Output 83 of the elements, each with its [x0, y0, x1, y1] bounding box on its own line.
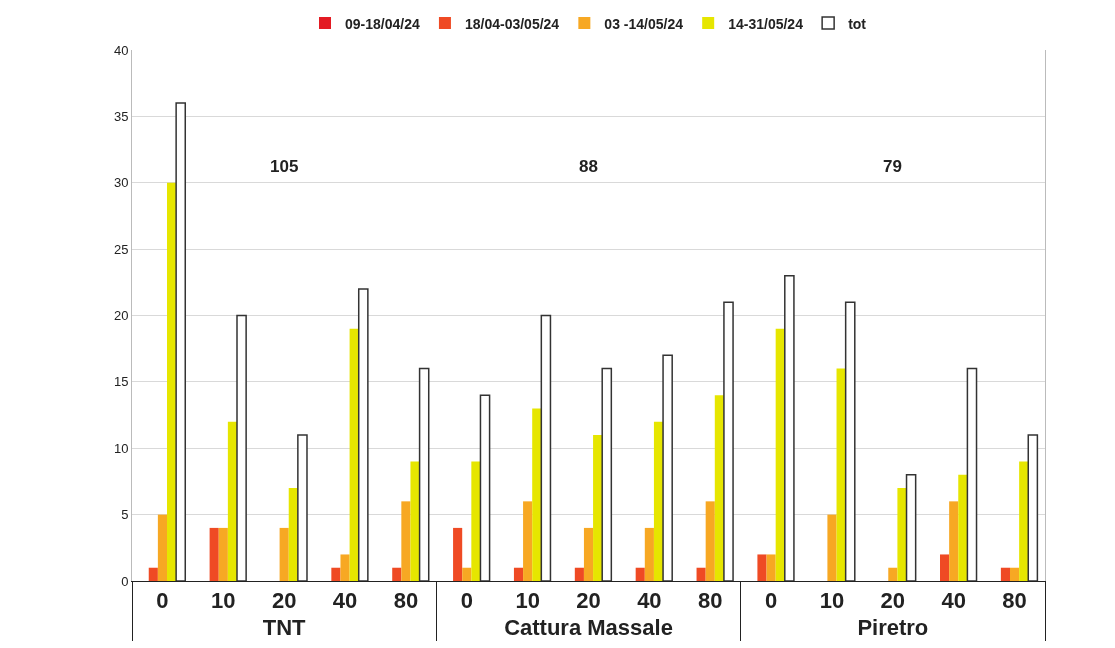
x-tick-label: 80	[697, 588, 723, 614]
x-tick-label: 80	[1002, 588, 1027, 614]
bar	[175, 102, 187, 581]
x-tick-label: 0	[460, 588, 473, 614]
bar	[635, 567, 645, 581]
bar	[705, 501, 715, 581]
bar	[757, 554, 767, 581]
bar	[949, 501, 959, 581]
bar	[148, 567, 158, 581]
bar	[723, 301, 734, 581]
bar	[574, 567, 584, 581]
bar	[966, 367, 978, 581]
bar	[827, 514, 837, 581]
bar	[1019, 461, 1029, 581]
x-tick-label: 20	[271, 588, 297, 614]
bar	[297, 434, 308, 581]
text: TNT	[262, 615, 307, 641]
bar	[279, 527, 289, 581]
bar	[401, 501, 411, 581]
bar	[601, 367, 613, 581]
bar	[1027, 434, 1039, 581]
text: Cattura Massale	[504, 615, 673, 641]
x-tick-label: 10	[515, 588, 540, 614]
bar	[462, 567, 472, 581]
y-tick-label: 10	[113, 440, 129, 456]
bar	[157, 514, 167, 581]
bar	[583, 527, 594, 581]
x-tick-label: 10	[211, 588, 236, 614]
y-tick-label: 15	[113, 374, 129, 390]
bar	[532, 408, 542, 581]
bar	[471, 461, 481, 581]
bar	[1000, 567, 1010, 581]
x-tick-label: 80	[393, 588, 419, 614]
bar	[662, 354, 673, 581]
bar	[513, 567, 524, 581]
legend-label: 14-31/05/24	[728, 15, 804, 32]
text: Piretro	[857, 615, 929, 641]
bar	[888, 567, 898, 581]
x-tick-label: 10	[819, 588, 845, 614]
bar	[453, 527, 463, 581]
y-tick-label: 40	[113, 42, 129, 58]
y-tick-label: 35	[113, 108, 129, 124]
bar	[905, 474, 917, 581]
bar	[844, 301, 856, 581]
y-tick-label: 0	[121, 573, 129, 589]
y-tick-label: 25	[113, 241, 129, 257]
bar	[540, 314, 552, 581]
bar	[331, 567, 341, 581]
x-tick-label: 40	[332, 588, 358, 614]
bar	[209, 527, 219, 581]
x-tick-label: 40	[941, 588, 966, 614]
y-tick-label: 30	[113, 175, 129, 191]
bar	[479, 394, 491, 581]
x-tick-label: 0	[764, 588, 778, 614]
bar	[766, 554, 776, 581]
annotation: 88	[579, 157, 598, 176]
bar	[392, 567, 402, 581]
x-tick-label: 20	[576, 588, 601, 614]
bar	[236, 314, 247, 581]
legend-label: 18/04-03/05/24	[464, 15, 560, 32]
y-tick-label: 20	[113, 308, 129, 324]
bar	[340, 554, 350, 581]
annotation: 105	[270, 157, 299, 176]
legend-label: tot	[848, 15, 867, 32]
bar	[940, 554, 950, 581]
bar	[1010, 567, 1020, 581]
bar	[644, 527, 654, 581]
annotation: 79	[883, 157, 902, 176]
x-tick-label: 40	[637, 588, 662, 614]
legend-label: 09-18/04/24	[345, 15, 420, 32]
x-tick-label: 0	[156, 588, 169, 614]
bar	[418, 367, 430, 581]
bar	[784, 274, 795, 581]
bar	[357, 288, 369, 581]
bar	[218, 527, 228, 581]
x-tick-label: 20	[880, 588, 906, 614]
bar	[958, 474, 968, 581]
bar	[897, 488, 907, 581]
bar	[523, 501, 533, 581]
bar	[696, 567, 706, 581]
y-tick-label: 5	[121, 507, 129, 523]
bar	[410, 461, 420, 581]
legend-label: 03 -14/05/24	[604, 15, 684, 32]
